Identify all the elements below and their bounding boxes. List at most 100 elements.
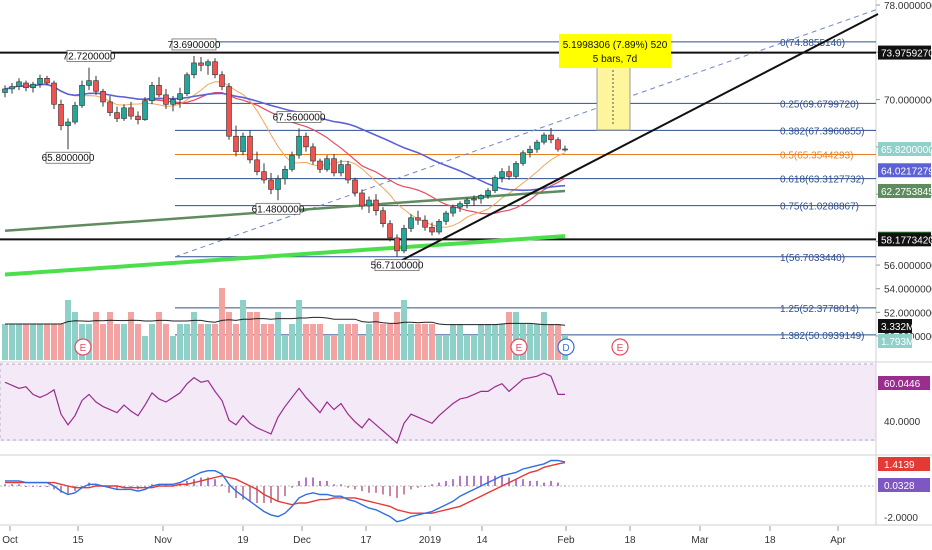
candle-body xyxy=(233,135,239,152)
horizontal-lines[interactable] xyxy=(0,51,876,241)
macd-histogram-bar xyxy=(529,480,531,486)
candle-body xyxy=(156,85,162,96)
annotation-label: 67.5600000 xyxy=(273,112,326,123)
candle-body xyxy=(317,160,323,170)
event-marker xyxy=(611,338,629,356)
event-marker-label: E xyxy=(617,343,624,354)
macd-histogram-bar xyxy=(389,486,391,497)
volume-bar xyxy=(394,312,400,360)
macd-histogram-bar xyxy=(186,480,188,486)
macd-histogram-bar xyxy=(242,486,244,500)
volume-bar xyxy=(478,324,484,360)
candle-body xyxy=(534,141,540,150)
macd-histogram-bar xyxy=(25,486,27,487)
volume-bar xyxy=(163,324,169,360)
time-axis-label: Dec xyxy=(293,535,311,546)
candle-body xyxy=(135,115,141,120)
candle-body xyxy=(548,134,554,141)
candle-body xyxy=(114,112,120,119)
candle-body xyxy=(478,195,484,200)
macd-histogram-bar xyxy=(396,486,398,498)
price-axis-badge-label: 62.2753845 xyxy=(881,187,932,198)
volume-bar xyxy=(184,324,190,360)
measure-label-line2: 5 bars, 7d xyxy=(593,54,637,65)
macd-histogram-bar xyxy=(543,482,545,486)
trend-lines[interactable] xyxy=(396,13,879,264)
candle-body xyxy=(499,171,505,178)
macd-value: 1.4139 xyxy=(884,460,915,471)
candle-body xyxy=(562,148,568,151)
macd-histogram-bar xyxy=(522,479,524,486)
volume-bar xyxy=(422,324,428,360)
candle-body xyxy=(219,74,225,87)
fib-level-label: 0.75(61.0288867) xyxy=(780,202,859,213)
price-axis-badge-label: 64.0217279 xyxy=(881,166,932,177)
candle-body xyxy=(352,179,358,194)
volume-bar xyxy=(107,312,113,360)
volume-bar xyxy=(485,324,491,360)
candle-body xyxy=(338,164,344,174)
macd-histogram-bar xyxy=(144,486,146,488)
volume-ma-value: 3.332M xyxy=(881,322,914,333)
annotation-box xyxy=(171,38,217,51)
price-axis-badge xyxy=(878,232,931,247)
candle-body xyxy=(247,135,253,161)
volume-bar xyxy=(247,312,253,360)
time-axis-label: 19 xyxy=(237,535,249,546)
candle-body xyxy=(240,135,246,152)
candle-body xyxy=(93,80,99,92)
price-axis-label: 52.0000000 xyxy=(884,308,932,319)
macd-histogram-bar xyxy=(368,486,370,493)
volume-bar xyxy=(233,324,239,360)
volume-bar xyxy=(198,324,204,360)
candle-body xyxy=(541,134,547,143)
volume-bar xyxy=(100,324,106,360)
time-axis[interactable]: Oct 15 Nov 19 Dec 17 2019 14 Feb 18 Mar 18 Apr xyxy=(2,526,846,546)
time-axis-label: Nov xyxy=(154,535,172,546)
macd-line xyxy=(5,459,566,523)
candle-body xyxy=(450,206,456,214)
candle-body xyxy=(513,163,519,177)
measure-label-box xyxy=(559,34,671,68)
volume-bar xyxy=(205,324,211,360)
volume-bar xyxy=(261,324,267,360)
volume-bar xyxy=(429,324,435,360)
macd-histogram-bar xyxy=(221,484,223,486)
volume-bar xyxy=(156,312,162,360)
volume-bar xyxy=(296,300,302,360)
time-axis-label: 18 xyxy=(624,535,636,546)
volume-bar xyxy=(219,288,225,360)
macd-histogram-bar xyxy=(116,486,118,490)
candle-body xyxy=(212,61,218,76)
price-axis-badge xyxy=(878,141,931,156)
candle-body xyxy=(303,135,309,148)
price-axis-badge xyxy=(878,183,931,198)
time-axis-label: Oct xyxy=(2,535,18,546)
candle-body xyxy=(142,100,148,120)
price-axis[interactable]: 78.000000074.000000070.000000066.0000000… xyxy=(876,1,932,348)
volume-value: 1.793M xyxy=(881,337,914,348)
macd-histogram-bar xyxy=(466,475,468,486)
volume-bar xyxy=(345,324,351,360)
volume-bar xyxy=(527,324,533,360)
macd-histogram-bar xyxy=(431,484,433,486)
candle-body xyxy=(58,104,64,126)
fibonacci-retracement[interactable]: 0(74.8855146) 0.25(69.6799720) 0.382(67.39… xyxy=(174,9,877,342)
time-axis-label: 15 xyxy=(72,535,84,546)
volume-bar xyxy=(282,336,288,360)
macd-histogram-bar xyxy=(165,484,167,486)
volume-bar xyxy=(443,336,449,360)
volume-bar xyxy=(177,324,183,360)
volume-bar xyxy=(541,312,547,360)
macd-histogram-bar xyxy=(60,486,62,493)
measure-tool[interactable]: 5.1998306 (7.89%) 520 5 bars, 7d xyxy=(559,34,671,131)
macd-histogram-bar xyxy=(158,484,160,486)
macd-histogram-bar xyxy=(18,484,20,486)
volume-bar xyxy=(72,312,78,360)
time-axis-label: 14 xyxy=(476,535,488,546)
candle-body xyxy=(457,203,463,208)
event-marker-label: E xyxy=(516,343,523,354)
candle-body xyxy=(289,154,295,170)
